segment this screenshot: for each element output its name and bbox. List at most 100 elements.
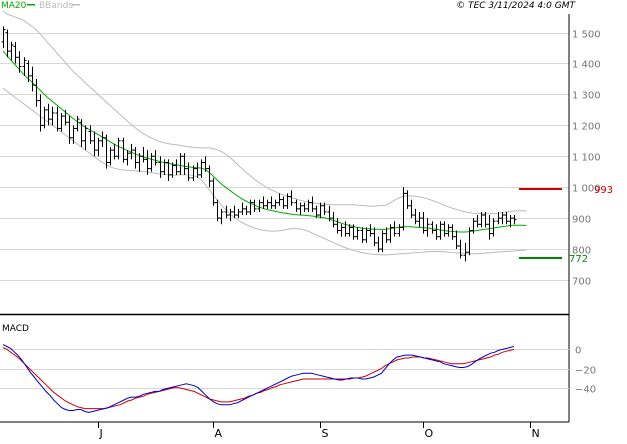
ohlc-bar — [158, 156, 163, 178]
ohlc-bar — [261, 196, 266, 209]
legend-bbands-swatch — [72, 4, 80, 6]
ohlc-bar — [360, 227, 365, 243]
ohlc-bar — [500, 211, 505, 225]
ohlc-bar — [322, 202, 327, 216]
ohlc-bar — [108, 146, 113, 166]
ohlc-bar — [496, 211, 501, 225]
ohlc-bar — [215, 199, 220, 222]
ohlc-bar — [285, 193, 290, 209]
macd-panel-label: MACD — [2, 324, 29, 334]
ohlc-bar — [141, 146, 146, 163]
ohlc-bar — [331, 211, 336, 228]
ohlc-bar — [162, 159, 167, 175]
price-tick-label: 700 — [572, 277, 591, 288]
ohlc-bar — [186, 162, 191, 182]
bbands-lower-line — [2, 87, 527, 256]
ohlc-bar — [471, 218, 476, 234]
ohlc-bar — [145, 150, 150, 175]
macd-y-axis: 0 −20 −40 — [575, 346, 596, 396]
ohlc-bar — [446, 224, 451, 237]
ohlc-bar — [100, 131, 105, 147]
ohlc-bar — [166, 159, 171, 182]
support-level-label: 772 — [569, 254, 588, 265]
ohlc-bar — [438, 221, 443, 240]
ohlc-bar — [277, 193, 282, 206]
ohlc-bar — [63, 109, 68, 126]
ohlc-bar — [207, 165, 212, 188]
ohlc-bar — [512, 215, 517, 225]
ohlc-bar — [343, 221, 348, 237]
ohlc-bar — [310, 196, 315, 212]
ohlc-bar — [42, 106, 47, 129]
ohlc-bar — [96, 137, 101, 157]
ohlc-bar — [83, 125, 88, 151]
ohlc-bar — [458, 239, 463, 259]
ohlc-bar — [71, 125, 76, 144]
resistance-level-label: 993 — [594, 185, 613, 196]
price-tick-label: 1 500 — [572, 30, 601, 41]
ohlc-bar — [199, 159, 204, 178]
ohlc-bar — [450, 224, 455, 240]
ohlc-bar — [397, 224, 402, 237]
ohlc-bar — [347, 224, 352, 237]
ohlc-bar — [17, 51, 22, 73]
ohlc-bar — [244, 205, 249, 216]
ohlc-bar — [265, 199, 270, 209]
month-label: J — [99, 427, 103, 440]
ohlc-bar — [34, 78, 39, 107]
chart-credit: © TEC 3/11/2024 4:0 GMT — [456, 1, 576, 11]
ohlc-bar — [487, 215, 492, 240]
ohlc-bar — [364, 227, 369, 243]
ohlc-bar — [380, 230, 385, 253]
ohlc-bar — [88, 125, 93, 144]
ohlc-bar — [38, 94, 43, 132]
bbands-upper-line — [2, 10, 527, 215]
price-tick-label: 800 — [572, 246, 591, 257]
ohlc-bar — [104, 134, 109, 169]
legend: MA20 BBands — [1, 1, 80, 11]
ohlc-bars — [1, 26, 517, 262]
ohlc-bar — [475, 215, 480, 228]
month-label: N — [532, 427, 540, 440]
ohlc-bar — [133, 146, 138, 169]
ohlc-bar — [425, 218, 430, 237]
ohlc-bar — [302, 202, 307, 212]
ohlc-bar — [55, 106, 60, 132]
ohlc-bar — [79, 119, 84, 147]
ohlc-bar — [388, 224, 393, 243]
ohlc-bar — [121, 137, 126, 163]
price-tick-label: 1 100 — [572, 153, 601, 164]
ohlc-bar — [355, 227, 360, 240]
ohlc-bar — [467, 227, 472, 256]
ohlc-bar — [178, 153, 183, 175]
macd-line — [2, 344, 515, 413]
ohlc-bar — [368, 224, 373, 237]
ohlc-bar — [442, 221, 447, 237]
ohlc-bar — [1, 26, 6, 49]
ohlc-bar — [372, 227, 377, 246]
ohlc-bar — [454, 230, 459, 250]
price-tick-label: 1 000 — [572, 184, 601, 195]
ohlc-bar — [26, 60, 31, 83]
ohlc-bar — [384, 227, 389, 243]
ohlc-bar — [306, 199, 311, 212]
ohlc-bar — [294, 199, 299, 212]
ohlc-bar — [22, 57, 27, 76]
price-tick-label: 1 400 — [572, 60, 601, 71]
ohlc-bar — [9, 41, 14, 61]
price-y-axis: 700 800 900 1 000 1 100 1 200 1 300 1 400 1 500 — [572, 30, 601, 288]
ohlc-bar — [149, 153, 154, 172]
ohlc-bar — [174, 159, 179, 175]
ohlc-bar — [430, 221, 435, 234]
macd-tick-label: 0 — [575, 346, 581, 357]
ohlc-bar — [273, 199, 278, 209]
ohlc-bar — [228, 208, 233, 222]
price-tick-label: 1 300 — [572, 91, 601, 102]
ohlc-bar — [240, 202, 245, 216]
macd-signal-line — [2, 347, 515, 410]
legend-bbands-label: BBands — [39, 1, 73, 11]
ohlc-bar — [46, 103, 51, 126]
macd-tick-label: −20 — [575, 366, 596, 377]
